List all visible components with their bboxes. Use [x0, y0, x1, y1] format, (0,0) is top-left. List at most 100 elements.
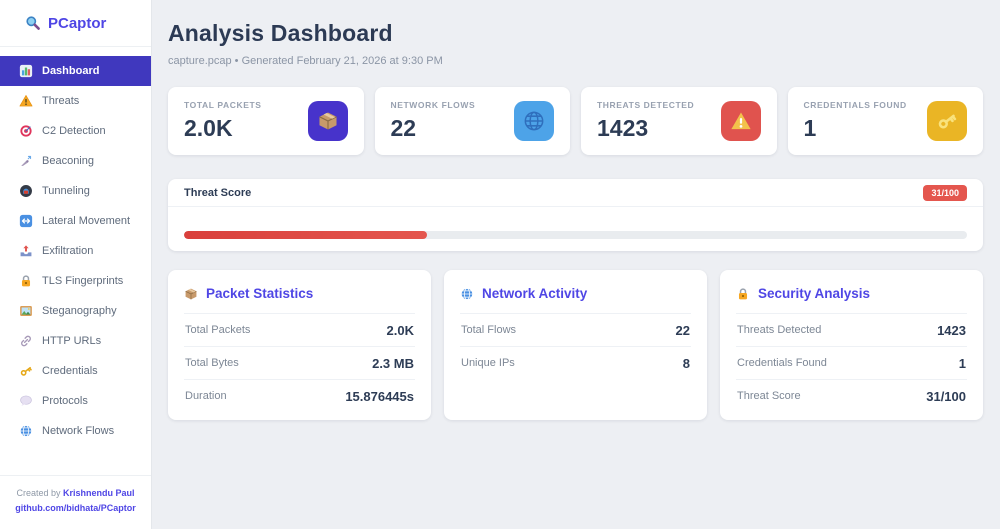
panel-row-label: Total Flows [461, 324, 517, 336]
stat-value: 22 [390, 115, 417, 141]
app-logo: PCaptor [0, 0, 151, 47]
app-logo-text: PCaptor [48, 14, 107, 32]
sidebar-item-label: Threats [42, 95, 80, 107]
panel-network-activity: Network Activity Total Flows 22 Unique IPs 8 [444, 270, 707, 420]
stat-label: TOTAL PACKETS [184, 100, 262, 110]
stat-card-credentials-found: CREDENTIALS FOUND 1 [787, 87, 983, 155]
panel-title: Packet Statistics [184, 286, 415, 301]
globe-outline-icon [523, 110, 545, 132]
threat-score-header: Threat Score 31/100 [168, 179, 983, 207]
link-icon [19, 334, 33, 348]
sidebar-item-label: Network Flows [42, 425, 115, 437]
stat-value: 1 [803, 115, 817, 141]
stat-label: NETWORK FLOWS [390, 100, 476, 110]
panel-row-value: 31/100 [926, 388, 966, 404]
summary-panels-row: Packet Statistics Total Packets 2.0K Total … [168, 270, 983, 420]
panel-row-duration: Duration 15.876445s [184, 379, 415, 412]
sidebar-item-label: TLS Fingerprints [42, 275, 124, 287]
warning-stat-icon [730, 110, 752, 132]
threat-score-progress-fill [184, 231, 427, 239]
stat-card-text: NETWORK FLOWS 22 [391, 100, 476, 142]
sidebar-item-network-flows[interactable]: Network Flows [0, 416, 151, 446]
sidebar-item-credentials[interactable]: Credentials [0, 356, 151, 386]
sidebar-item-lateral-movement[interactable]: Lateral Movement [0, 206, 151, 236]
panel-title-text: Network Activity [482, 286, 588, 301]
sidebar-footer: Created by Krishnendu Paul github.com/bi… [0, 475, 151, 529]
page-title: Analysis Dashboard [168, 20, 393, 46]
panel-title: Security Analysis [736, 286, 967, 301]
globe-icon [460, 287, 474, 301]
stat-value: 1423 [597, 115, 649, 141]
footer-author-link[interactable]: Krishnendu Paul [63, 488, 135, 499]
globe-icon [19, 424, 33, 438]
footer-created-by-text: Created by [16, 488, 61, 499]
panel-row-value: 2.0K [386, 322, 414, 338]
stat-icon-box [720, 101, 761, 141]
sidebar-item-label: Exfiltration [42, 245, 94, 257]
footer-repo-link[interactable]: github.com/bidhata/PCaptor [15, 502, 136, 513]
panel-row-value: 2.3 MB [372, 355, 414, 371]
bar-chart-icon [19, 64, 33, 78]
panel-packet-statistics: Packet Statistics Total Packets 2.0K Total … [168, 270, 431, 420]
panel-row-total-flows: Total Flows 22 [460, 313, 691, 346]
main-content: Analysis Dashboard capture.pcap • Genera… [152, 0, 1000, 529]
stat-icon-box [514, 101, 554, 141]
stat-card-text: CREDENTIALS FOUND 1 [804, 100, 907, 142]
sidebar-item-label: Dashboard [42, 65, 100, 77]
panel-row-total-bytes: Total Bytes 2.3 MB [184, 346, 415, 379]
stat-card-total-packets: TOTAL PACKETS 2.0K [168, 87, 364, 155]
panel-row-unique-ips: Unique IPs 8 [460, 346, 691, 379]
stat-card-text: TOTAL PACKETS 2.0K [184, 100, 262, 142]
panel-row-value: 1 [958, 355, 966, 371]
left-right-arrow-icon [19, 214, 33, 228]
panel-row-label: Unique IPs [461, 357, 515, 369]
threat-score-body [168, 207, 983, 251]
panel-row-value: 15.876445s [345, 388, 414, 404]
sidebar-item-c2-detection[interactable]: C2 Detection [0, 116, 151, 146]
target-icon [19, 124, 33, 138]
threat-score-progress-track [184, 231, 967, 239]
sidebar-item-steganography[interactable]: Steganography [0, 296, 151, 326]
panel-row-label: Total Bytes [185, 357, 239, 369]
stat-icon-box [927, 101, 967, 141]
panel-title: Network Activity [460, 286, 691, 301]
sidebar-item-http-urls[interactable]: HTTP URLs [0, 326, 151, 356]
threat-score-label: Threat Score [184, 186, 252, 199]
panel-row-label: Threats Detected [737, 324, 822, 336]
package-icon [317, 110, 339, 132]
panel-row-value: 8 [682, 355, 690, 371]
threat-score-badge: 31/100 [923, 184, 967, 201]
stat-card-text: THREATS DETECTED 1423 [597, 100, 694, 142]
panel-row-total-packets: Total Packets 2.0K [184, 313, 415, 346]
panel-row-threats-detected: Threats Detected 1423 [736, 313, 967, 346]
key-icon [19, 364, 33, 378]
panel-row-value: 22 [675, 322, 690, 338]
sidebar-item-protocols[interactable]: Protocols [0, 386, 151, 416]
sidebar-item-exfiltration[interactable]: Exfiltration [0, 236, 151, 266]
sidebar-nav: Dashboard Threats C2 Detection Beaconing Tun… [0, 47, 151, 475]
panel-title-text: Packet Statistics [206, 286, 314, 301]
panel-row-label: Duration [185, 390, 227, 402]
sidebar-item-tunneling[interactable]: Tunneling [0, 176, 151, 206]
sidebar: PCaptor Dashboard Threats C2 Detection Beac… [0, 0, 152, 529]
panel-row-value: 1423 [937, 322, 966, 338]
sidebar-item-beaconing[interactable]: Beaconing [0, 146, 151, 176]
stat-label: CREDENTIALS FOUND [803, 100, 907, 110]
sidebar-item-label: C2 Detection [42, 125, 106, 137]
panel-row-credentials-found: Credentials Found 1 [736, 346, 967, 379]
panel-row-label: Credentials Found [737, 357, 827, 369]
panel-row-threat-score: Threat Score 31/100 [736, 379, 967, 412]
panel-row-label: Total Packets [185, 324, 251, 336]
lock-icon [19, 274, 33, 288]
magnifier-icon [25, 15, 41, 31]
sidebar-item-tls-fingerprints[interactable]: TLS Fingerprints [0, 266, 151, 296]
stat-cards-row: TOTAL PACKETS 2.0K NETWORK FLOWS 22 THREATS … [168, 87, 983, 155]
sidebar-item-label: Lateral Movement [42, 215, 131, 227]
outbox-icon [19, 244, 33, 258]
stat-label: THREATS DETECTED [597, 100, 695, 110]
sidebar-item-threats[interactable]: Threats [0, 86, 151, 116]
stat-card-network-flows: NETWORK FLOWS 22 [374, 87, 570, 155]
sidebar-item-dashboard[interactable]: Dashboard [0, 56, 151, 86]
sidebar-item-label: Protocols [42, 395, 88, 407]
sidebar-item-label: Beaconing [42, 155, 94, 167]
